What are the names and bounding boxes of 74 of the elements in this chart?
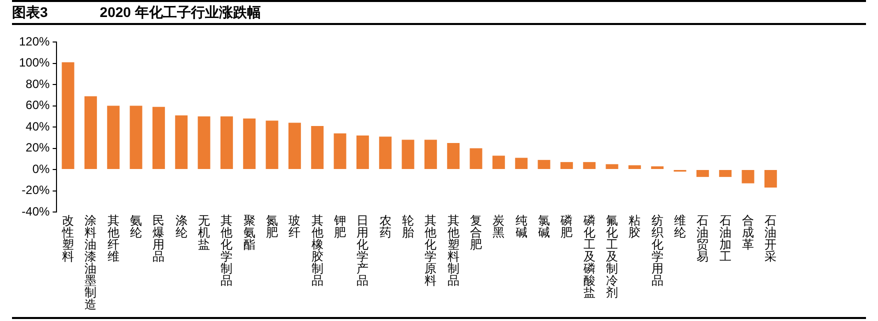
bar (220, 116, 233, 169)
bar (356, 136, 369, 169)
y-tick-label: 80% (26, 76, 50, 91)
bar (447, 142, 460, 169)
bar (515, 158, 528, 169)
x-tick-label: 轮胎 (402, 213, 414, 240)
bar (470, 148, 482, 169)
bar (606, 164, 618, 169)
y-tick-label: 20% (26, 140, 50, 155)
bar (742, 170, 754, 184)
x-tick-label: 石油开采 (764, 213, 777, 264)
bar (152, 106, 165, 169)
y-tick-label: 100% (18, 56, 50, 70)
bar (84, 96, 97, 169)
y-tick-label: -20% (22, 183, 50, 198)
chart-title: 图表3 (12, 4, 48, 22)
bar (719, 170, 732, 177)
x-tick-label: 氯碱 (538, 213, 550, 240)
x-tick-label: 氮肥 (266, 213, 278, 240)
x-tick-label: 其他化学制品 (220, 213, 233, 288)
x-tick-label: 其他橡胶制品 (311, 213, 324, 288)
x-tick-label: 其他纤维 (107, 213, 120, 264)
bar (198, 116, 210, 169)
bar (424, 140, 437, 169)
bar (379, 136, 392, 169)
bar (266, 120, 278, 169)
x-tick-label: 涤纶 (175, 213, 188, 240)
x-tick-label: 纯碱 (515, 213, 528, 240)
bar (243, 118, 256, 169)
bar (696, 170, 709, 177)
x-tick-label: 纺织化学用品 (651, 213, 664, 288)
bar (62, 62, 74, 169)
x-tick-label: 磷化工及磷酸盐 (582, 213, 596, 300)
x-tick-label: 日用化学产品 (356, 213, 369, 288)
x-tick-label: 磷肥 (560, 213, 573, 240)
x-tick-label: 农药 (379, 213, 392, 240)
x-tick-label: 改性塑料 (61, 213, 74, 264)
x-tick-label: 合成革 (742, 213, 754, 252)
chart-subtitle: 2020 年化工子行业涨跌幅 (100, 4, 261, 22)
x-tick-label: 无机盐 (198, 213, 210, 252)
y-tick-label: 0% (32, 162, 50, 176)
bar (107, 106, 120, 169)
x-tick-label: 石油贸易 (696, 213, 709, 264)
bar (402, 140, 414, 169)
x-tick-label: 石油加工 (719, 213, 732, 264)
bar (130, 106, 142, 169)
y-tick-label: 60% (26, 98, 50, 112)
y-tick-label: 40% (26, 119, 50, 134)
x-tick-label: 氨纶 (130, 213, 142, 240)
bar (288, 122, 301, 169)
x-tick-label: 其他化学原料 (424, 213, 437, 288)
x-tick-label: 其他塑料制品 (447, 213, 460, 288)
y-tick-label: -40% (22, 204, 50, 218)
bar (334, 133, 346, 169)
x-tick-label: 涂料油漆油墨制造 (84, 213, 97, 312)
x-tick-label: 玻纤 (288, 213, 301, 240)
bar (651, 166, 664, 169)
x-tick-label: 维纶 (674, 213, 686, 240)
x-tick-label: 钾肥 (333, 213, 346, 240)
x-tick-label: 炭黑 (492, 213, 505, 240)
bar (628, 165, 641, 169)
x-tick-label: 复合肥 (470, 213, 482, 252)
y-tick-label: 120% (18, 34, 50, 48)
x-tick-label: 民爆用品 (152, 213, 165, 264)
bar (311, 126, 324, 169)
x-tick-label: 粘胶 (628, 213, 641, 240)
x-tick-label: 聚氨酯 (243, 213, 256, 252)
bar (583, 162, 596, 169)
x-tick-label: 氟化工及制冷剂 (606, 213, 618, 300)
bar (175, 115, 188, 169)
bar (492, 156, 505, 169)
bar (560, 162, 573, 169)
bar (764, 170, 777, 188)
bar (538, 160, 550, 169)
